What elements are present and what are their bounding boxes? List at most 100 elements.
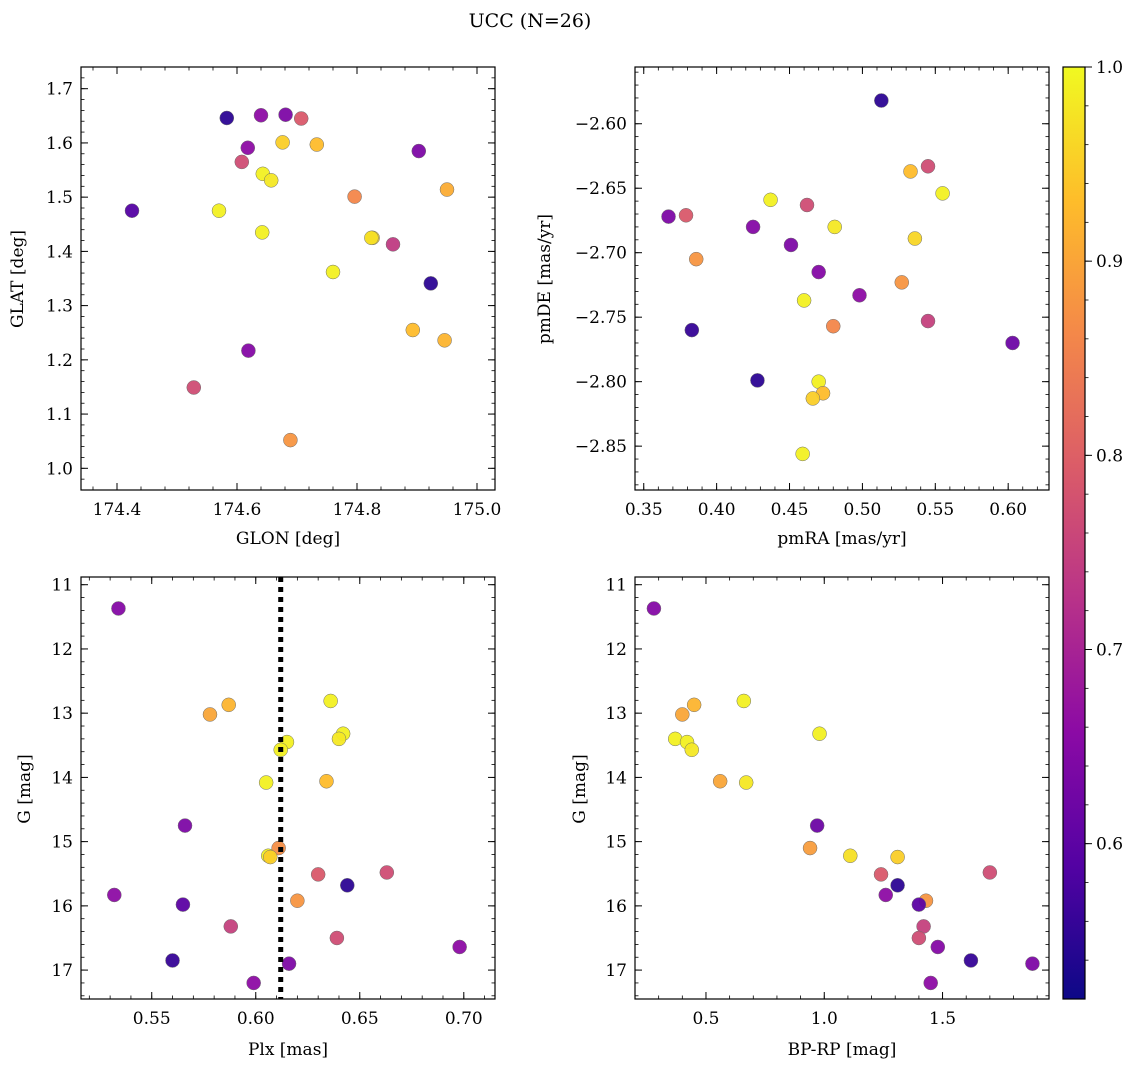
data-point: [437, 333, 452, 348]
y-tick-label: 1.1: [46, 405, 73, 425]
x-tick-label: 174.4: [93, 500, 142, 520]
data-point: [319, 774, 334, 789]
data-point: [364, 230, 379, 246]
y-tick-label: −2.70: [575, 244, 627, 264]
y-tick-label: 15: [51, 833, 73, 853]
data-point: [935, 186, 950, 201]
y-tick-label: 1.3: [46, 297, 73, 317]
data-point: [234, 154, 250, 170]
x-axis-label: GLON [deg]: [236, 529, 340, 549]
data-point: [738, 775, 754, 790]
data-point: [812, 726, 827, 741]
plot-frame: [634, 66, 1050, 491]
data-point: [873, 867, 889, 882]
data-point: [907, 231, 923, 246]
data-point: [686, 697, 702, 713]
y-tick-label: 15: [605, 833, 627, 853]
plot-frame: [80, 576, 496, 1000]
data-point: [684, 742, 700, 758]
data-point: [253, 108, 269, 123]
y-tick-label: −2.75: [575, 308, 627, 328]
y-tick-label: 14: [51, 768, 73, 788]
colorbar-tick-label: 0.7: [1096, 641, 1123, 661]
panel-bprp-g: BP-RP [mag] G [mag] 0.5 1.0 1.5 11 12 13 14 15 1…: [570, 576, 1050, 1060]
data-point: [258, 775, 274, 790]
y-tick-label: 1.2: [46, 351, 73, 371]
colorbar-tick-label: 0.6: [1096, 835, 1123, 855]
data-point: [802, 840, 818, 856]
data-point: [186, 380, 202, 395]
y-tick-label: 1.5: [46, 188, 73, 208]
y-axis-label: G [mag]: [570, 754, 590, 823]
data-point: [323, 693, 338, 709]
y-tick-label: −2.80: [575, 373, 627, 393]
data-point: [278, 107, 293, 122]
data-point: [423, 276, 439, 291]
data-point: [329, 930, 345, 946]
colorbar-tick-label: 0.9: [1096, 252, 1123, 272]
panel-glon-glat: GLON [deg] GLAT [deg] 174.4 174.6 174.8 175…: [8, 66, 501, 549]
panel-plx-g: Plx [mas] G [mag] 0.55 0.60 0.65 0.70 11 12 13…: [15, 576, 496, 1060]
data-point: [809, 818, 825, 833]
data-point: [331, 731, 347, 747]
data-point: [930, 939, 946, 955]
y-tick-label: 12: [605, 640, 627, 660]
data-point: [452, 939, 467, 955]
data-point: [678, 208, 694, 223]
y-tick-label: 11: [605, 576, 627, 596]
data-point: [290, 893, 305, 908]
x-tick-label: 0.55: [916, 500, 954, 520]
data-point: [211, 203, 227, 218]
data-point: [911, 897, 927, 912]
x-tick-label: 0.35: [625, 500, 663, 520]
y-tick-label: 1.7: [46, 80, 73, 100]
data-point: [795, 446, 810, 462]
data-point: [675, 707, 690, 722]
y-tick-label: 14: [605, 768, 627, 788]
data-point: [796, 293, 812, 308]
data-point: [827, 219, 842, 235]
data-point: [107, 887, 122, 903]
data-point: [246, 975, 261, 991]
data-point: [281, 956, 297, 971]
y-tick-label: 17: [51, 961, 73, 981]
data-point: [783, 237, 799, 253]
data-point: [920, 159, 936, 174]
data-point: [124, 203, 140, 218]
data-point: [347, 189, 362, 204]
data-point: [890, 849, 905, 865]
data-point: [874, 93, 889, 108]
data-point: [826, 318, 841, 334]
data-point: [283, 432, 298, 448]
data-point: [684, 322, 700, 338]
data-point: [688, 251, 704, 267]
data-point: [219, 110, 235, 126]
x-axis-label: BP-RP [mag]: [788, 1040, 897, 1060]
data-point: [254, 225, 270, 240]
colorbar-gradient: [1062, 66, 1086, 1000]
data-point: [982, 865, 998, 880]
data-point: [379, 865, 395, 880]
data-point: [221, 697, 236, 713]
x-tick-label: 0.40: [698, 500, 736, 520]
data-point: [923, 975, 938, 991]
x-tick-label: 0.70: [445, 1009, 483, 1029]
colorbar-tick-label: 1.0: [1096, 58, 1123, 78]
y-tick-label: −2.60: [575, 115, 627, 135]
data-point: [223, 919, 239, 934]
data-point: [805, 391, 821, 406]
data-point: [894, 275, 910, 290]
x-axis-label: pmRA [mas/yr]: [777, 529, 906, 549]
y-tick-label: 1.4: [46, 242, 73, 262]
panel-pmra-pmde: pmRA [mas/yr] pmDE [mas/yr] 0.35 0.40 0.45…: [535, 66, 1050, 549]
data-point: [745, 219, 761, 235]
data-point: [843, 848, 858, 864]
x-tick-label: 0.60: [237, 1009, 275, 1029]
data-point: [111, 601, 126, 616]
y-tick-label: 11: [51, 576, 73, 596]
data-point: [325, 264, 341, 280]
x-tick-label: 0.65: [341, 1009, 379, 1029]
data-point: [310, 867, 326, 882]
data-point: [878, 887, 894, 903]
y-tick-label: 1.6: [46, 134, 73, 154]
